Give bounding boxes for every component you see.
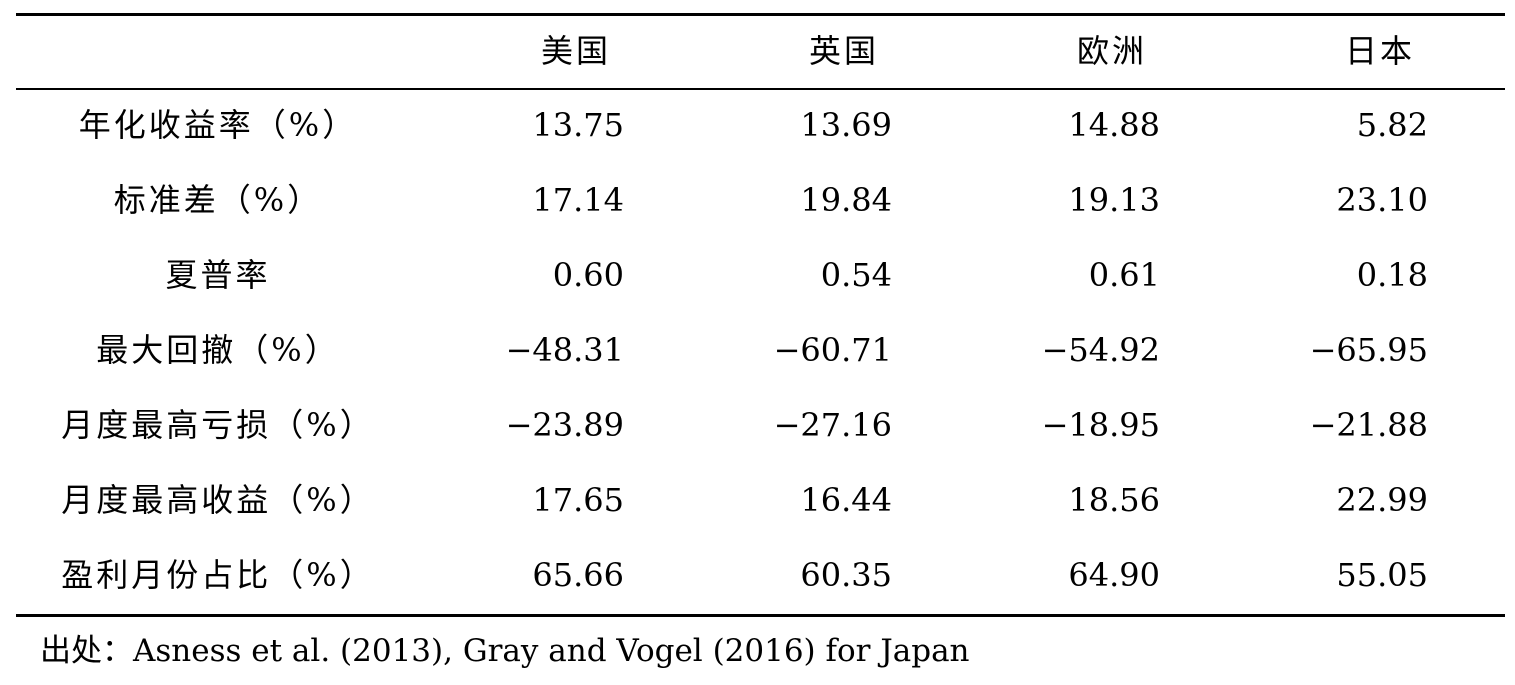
table-cell: 0.18 — [1356, 256, 1428, 294]
table-cell: 22.99 — [1336, 481, 1428, 519]
table-cell: −18.95 — [1041, 406, 1160, 444]
row-label-max-drawdown: 最大回撤（%） — [96, 331, 340, 369]
row-label-worst-month: 月度最高亏损（%） — [61, 406, 375, 444]
table-cell: 16.44 — [800, 481, 892, 519]
table-cell: 13.75 — [532, 106, 624, 144]
table-cell: 5.82 — [1356, 106, 1428, 144]
table-cell: 23.10 — [1336, 181, 1428, 219]
table-cell: −27.16 — [773, 406, 892, 444]
table-cell: 64.90 — [1068, 556, 1160, 594]
table-cell: 17.65 — [532, 481, 624, 519]
table-cell: 65.66 — [532, 556, 624, 594]
table-cell: 17.14 — [532, 181, 624, 219]
column-header-europe: 欧洲 — [1076, 32, 1147, 70]
table-cell: 19.84 — [800, 181, 892, 219]
table-cell: −23.89 — [505, 406, 624, 444]
table-cell: −60.71 — [773, 331, 892, 369]
row-label-positive-months: 盈利月份占比（%） — [61, 556, 375, 594]
table-cell: −65.95 — [1309, 331, 1428, 369]
table-cell: 0.54 — [820, 256, 892, 294]
row-label-std-dev: 标准差（%） — [113, 181, 323, 219]
table-cell: −48.31 — [505, 331, 624, 369]
table-bottom-rule — [16, 614, 1505, 617]
row-label-best-month: 月度最高收益（%） — [61, 481, 375, 519]
table-cell: −54.92 — [1041, 331, 1160, 369]
column-header-us: 美国 — [540, 32, 611, 70]
row-label-sharpe-ratio: 夏普率 — [165, 256, 271, 294]
table-cell: 13.69 — [800, 106, 892, 144]
table-cell: 60.35 — [800, 556, 892, 594]
table-top-rule — [16, 13, 1505, 16]
column-header-japan: 日本 — [1344, 32, 1415, 70]
source-note: 出处：Asness et al. (2013), Gray and Vogel … — [40, 633, 970, 669]
table-cell: 19.13 — [1068, 181, 1160, 219]
table-header-rule — [16, 88, 1505, 90]
row-label-annualized-return: 年化收益率（%） — [78, 106, 358, 144]
table-cell: −21.88 — [1309, 406, 1428, 444]
column-header-uk: 英国 — [808, 32, 879, 70]
table-cell: 0.60 — [552, 256, 624, 294]
table-cell: 14.88 — [1068, 106, 1160, 144]
table-cell: 55.05 — [1336, 556, 1428, 594]
table-cell: 0.61 — [1088, 256, 1160, 294]
table-cell: 18.56 — [1068, 481, 1160, 519]
